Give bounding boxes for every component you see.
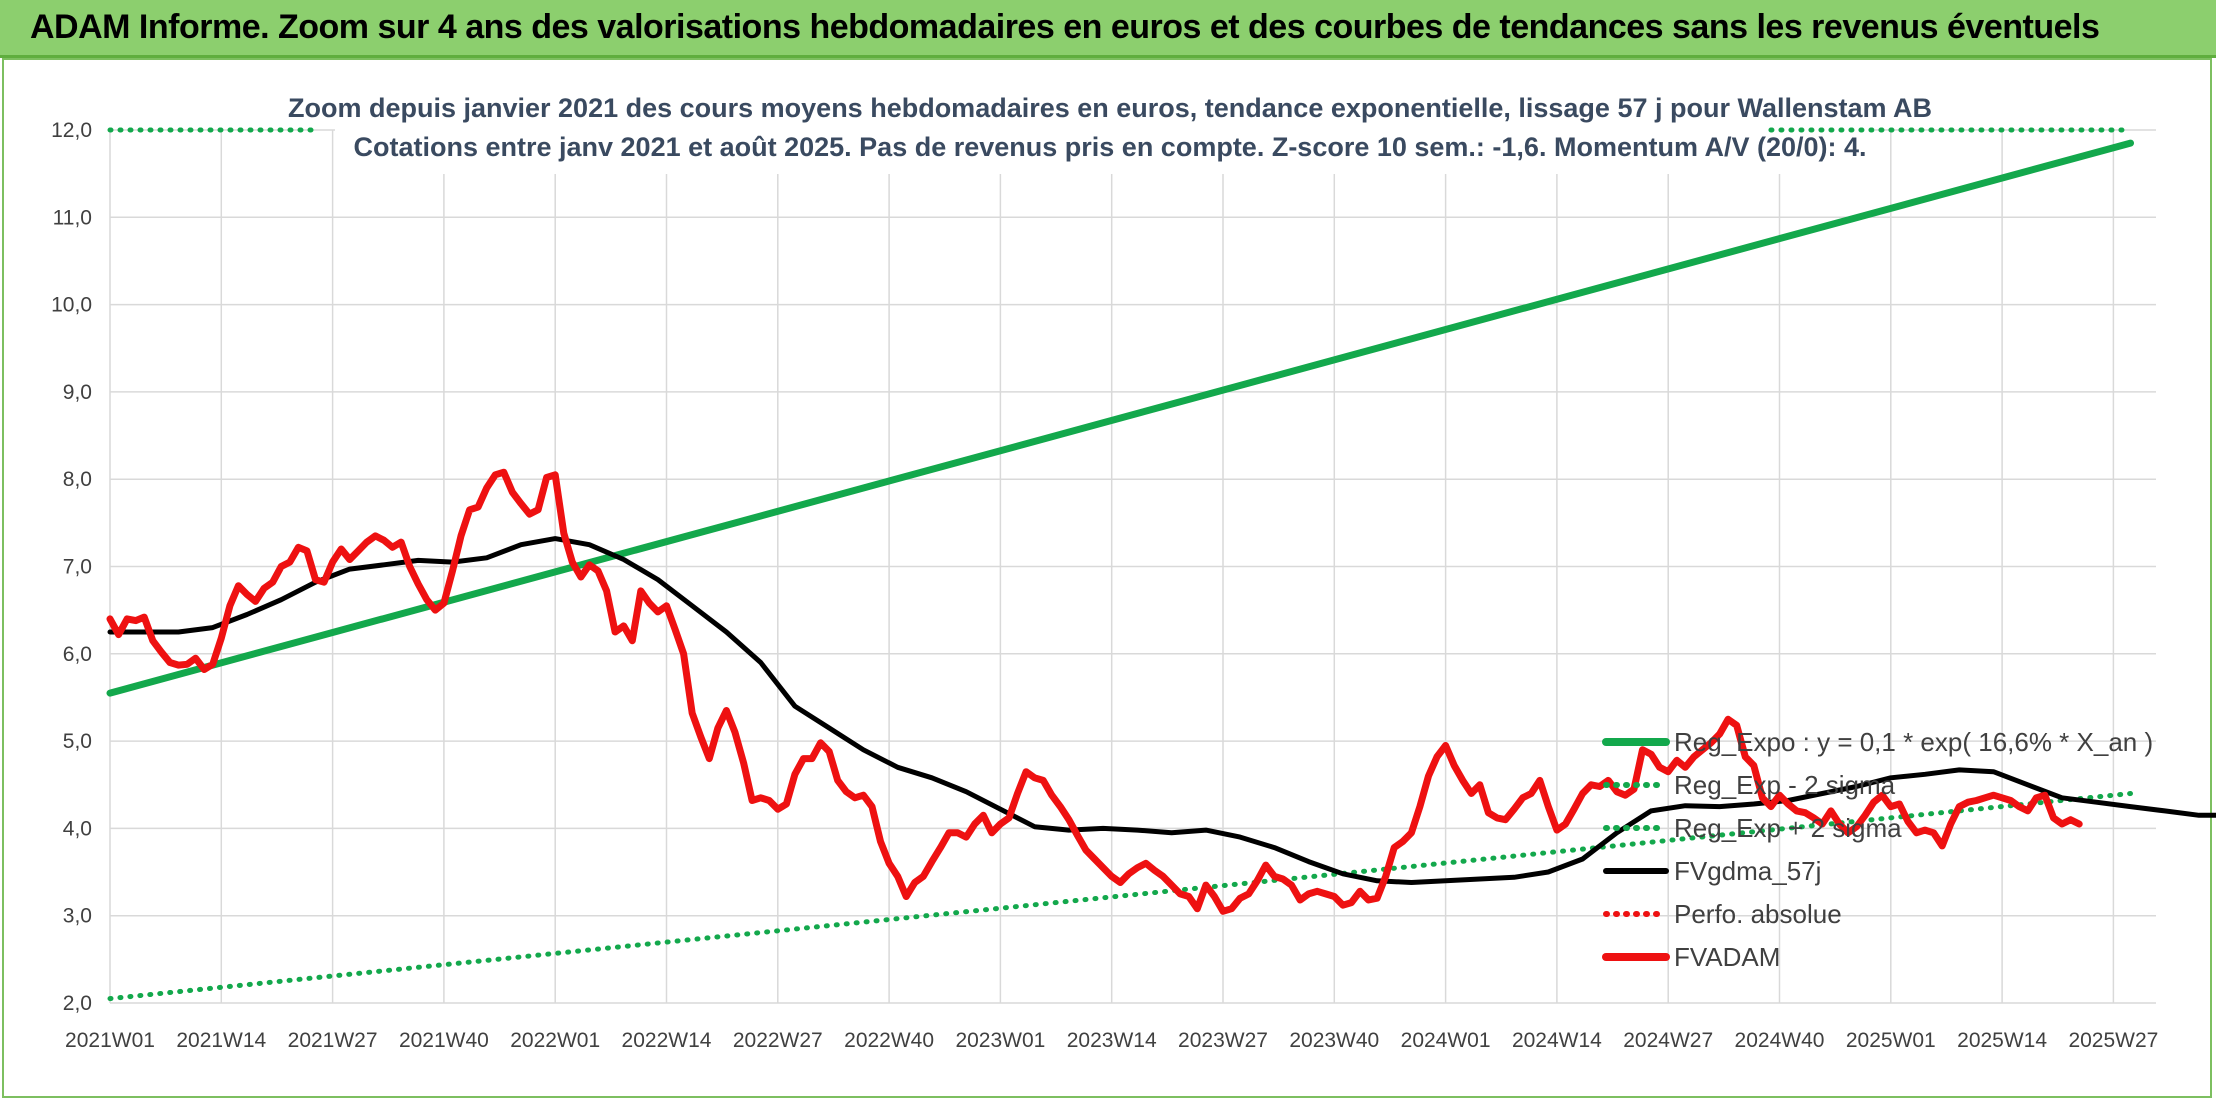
- y-tick-label: 4,0: [63, 817, 92, 840]
- chart-title: Zoom depuis janvier 2021 des cours moyen…: [288, 93, 1932, 162]
- series-line: [106, 139, 2134, 697]
- chart-frame: [2, 58, 2212, 1098]
- legend: Reg_Expo : y = 0,1 * exp( 16,6% * X_an )…: [1602, 727, 2153, 972]
- chart-title-line: Zoom depuis janvier 2021 des cours moyen…: [288, 93, 1932, 123]
- page-title: ADAM Informe. Zoom sur 4 ans des valoris…: [30, 8, 2100, 46]
- chart-title-line: Cotations entre janv 2021 et août 2025. …: [353, 132, 1866, 162]
- series-line: [107, 536, 2216, 885]
- x-tick-label: 2022W01: [510, 1029, 600, 1052]
- x-tick-label: 2021W40: [399, 1029, 489, 1052]
- y-axis-ticks: 2,0 3,0 4,0 5,0 6,0 7,0 8,0 9,0 10,0 11,0 12,0: [51, 119, 92, 1015]
- x-tick-label: 2025W01: [1846, 1029, 1936, 1052]
- x-tick-label: 2021W01: [65, 1029, 155, 1052]
- page-header: ADAM Informe. Zoom sur 4 ans des valoris…: [0, 0, 2216, 58]
- title-background: [335, 82, 1875, 174]
- x-tick-label: 2022W40: [844, 1029, 934, 1052]
- y-tick-label: 8,0: [63, 468, 92, 491]
- legend-label: Reg_Exp - 2 sigma: [1674, 770, 1896, 800]
- y-tick-label: 7,0: [63, 556, 92, 579]
- x-tick-label: 2023W14: [1067, 1029, 1157, 1052]
- legend-label: FVgdma_57j: [1674, 856, 1821, 886]
- y-tick-label: 3,0: [63, 905, 92, 928]
- x-tick-label: 2022W27: [733, 1029, 823, 1052]
- x-tick-label: 2021W14: [176, 1029, 266, 1052]
- x-tick-label: 2023W01: [955, 1029, 1045, 1052]
- title-background-rect: [335, 82, 1875, 174]
- x-tick-label: 2024W27: [1623, 1029, 1713, 1052]
- x-tick-label: 2024W01: [1401, 1029, 1491, 1052]
- x-tick-label: 2025W27: [2068, 1029, 2158, 1052]
- series-line: [107, 791, 2133, 1002]
- x-axis-ticks: 2021W01 2021W14 2021W27 2021W40 2022W01 2022W…: [65, 1029, 2158, 1052]
- y-tick-label: 6,0: [63, 643, 92, 666]
- y-tick-label: 9,0: [63, 381, 92, 404]
- y-tick-label: 12,0: [51, 119, 92, 142]
- y-tick-label: 10,0: [51, 294, 92, 317]
- y-tick-label: 5,0: [63, 730, 92, 753]
- legend-label: Reg_Exp + 2 sigma: [1674, 813, 1902, 843]
- x-tick-label: 2023W40: [1289, 1029, 1379, 1052]
- legend-label: FVADAM: [1674, 942, 1780, 972]
- x-tick-label: 2025W14: [1957, 1029, 2047, 1052]
- y-tick-label: 2,0: [63, 992, 92, 1015]
- legend-label: Reg_Expo : y = 0,1 * exp( 16,6% * X_an ): [1674, 727, 2153, 757]
- series: [106, 127, 2216, 1002]
- x-tick-label: 2021W27: [288, 1029, 378, 1052]
- series-line: [106, 468, 2083, 915]
- legend-label: Perfo. absolue: [1674, 899, 1842, 929]
- x-tick-label: 2024W40: [1735, 1029, 1825, 1052]
- y-tick-label: 11,0: [53, 206, 92, 229]
- x-tick-label: 2023W27: [1178, 1029, 1268, 1052]
- x-tick-label: 2022W14: [622, 1029, 712, 1052]
- x-tick-label: 2024W14: [1512, 1029, 1602, 1052]
